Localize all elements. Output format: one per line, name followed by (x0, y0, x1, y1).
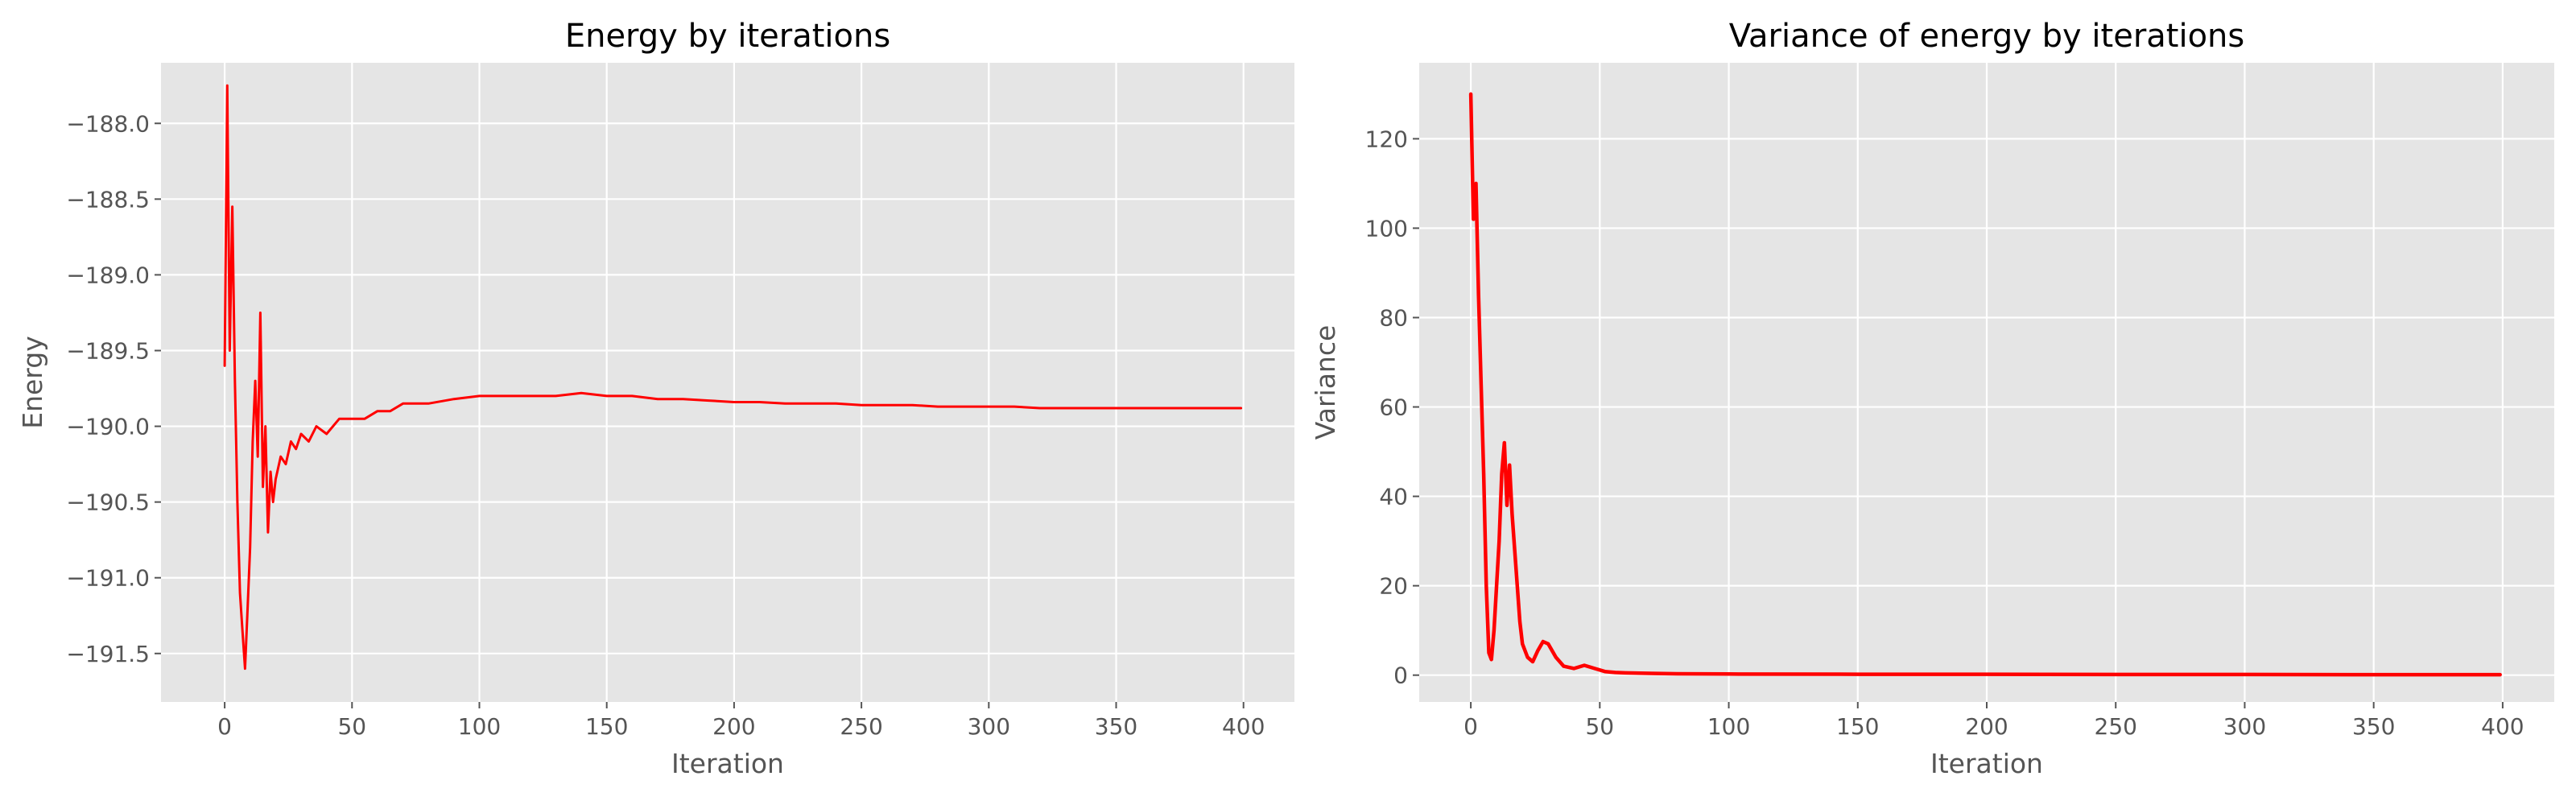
plot-area (161, 63, 1294, 702)
x-tick-label: 300 (968, 713, 1010, 740)
x-tick-label: 0 (217, 713, 232, 740)
y-tick-label: 100 (1365, 215, 1408, 242)
y-tick-label: −188.5 (66, 186, 150, 213)
x-tick-label: 100 (458, 713, 501, 740)
x-axis-label: Iteration (671, 748, 784, 779)
y-tick-label: −190.0 (66, 414, 150, 440)
y-tick-label: 120 (1365, 126, 1408, 152)
x-tick-label: 200 (1965, 713, 2008, 740)
x-tick-label: 150 (585, 713, 628, 740)
y-tick-label: −191.5 (66, 641, 150, 667)
series-line (1468, 92, 2502, 677)
x-tick-label: 50 (337, 713, 366, 740)
x-tick-label: 400 (1222, 713, 1265, 740)
y-tick-label: 80 (1379, 304, 1408, 331)
y-tick-label: −189.0 (66, 262, 150, 288)
x-tick-label: 0 (1463, 713, 1478, 740)
x-tick-label: 300 (2223, 713, 2266, 740)
x-tick-label: 250 (840, 713, 882, 740)
y-tick-label: 60 (1379, 394, 1408, 421)
x-tick-label: 150 (1836, 713, 1879, 740)
x-tick-label: 400 (2481, 713, 2524, 740)
y-tick-label: 20 (1379, 573, 1408, 600)
x-tick-label: 200 (712, 713, 755, 740)
x-tick-label: 50 (1585, 713, 1614, 740)
y-tick-label: 40 (1379, 484, 1408, 510)
variance-chart: 0 50 100 150 200 250 300 350 400 0 20 40 60 80 100 120 V… (1310, 18, 2554, 779)
energy-chart: 0 50 100 150 200 250 300 350 400 −188.0 −188.5 −189… (17, 18, 1294, 779)
y-axis-label: Energy (17, 336, 48, 429)
y-axis-label: Variance (1310, 325, 1341, 440)
x-axis-label: Iteration (1930, 748, 2043, 779)
series-line (223, 84, 1243, 671)
y-tick-label: −189.5 (66, 337, 150, 364)
chart-title: Energy by iterations (565, 18, 890, 55)
x-tick-label: 350 (2352, 713, 2395, 740)
y-tick-label: −191.0 (66, 565, 150, 592)
x-tick-label: 350 (1095, 713, 1137, 740)
y-tick-label: −190.5 (66, 489, 150, 516)
x-tick-label: 100 (1707, 713, 1750, 740)
chart-title: Variance of energy by iterations (1729, 18, 2244, 55)
y-tick-label: −188.0 (66, 110, 150, 137)
x-tick-label: 250 (2095, 713, 2137, 740)
y-tick-label: 0 (1393, 663, 1408, 689)
